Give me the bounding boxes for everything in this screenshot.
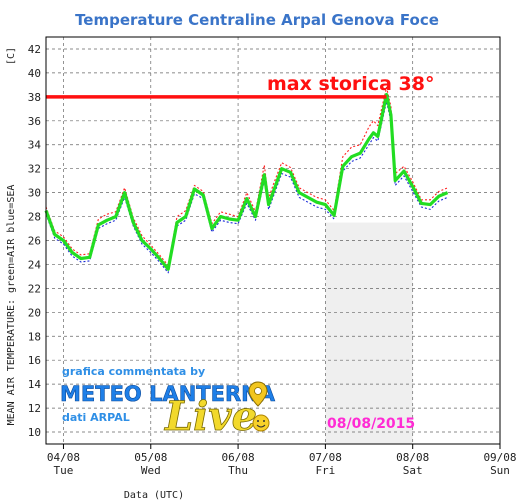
highlight-band bbox=[325, 222, 413, 444]
y-tick-label: 20 bbox=[28, 306, 41, 319]
y-tick-label: 40 bbox=[28, 67, 41, 80]
y-tick-label: 18 bbox=[28, 330, 41, 343]
y-tick-label: 24 bbox=[28, 258, 42, 271]
smiling-sun-icon bbox=[252, 414, 270, 432]
x-tick-day: Sat bbox=[403, 464, 423, 477]
x-tick-date: 04/08 bbox=[47, 451, 80, 464]
x-axis-label: Data (UTC) bbox=[124, 490, 184, 501]
x-tick-day: Sun bbox=[490, 464, 510, 477]
date-stamp: 08/08/2015 bbox=[327, 416, 415, 432]
y-tick-label: 36 bbox=[28, 115, 41, 128]
y-tick-label: 26 bbox=[28, 235, 41, 248]
x-tick-day: Tue bbox=[54, 464, 74, 477]
x-tick-day: Thu bbox=[228, 464, 248, 477]
plot-frame bbox=[45, 36, 501, 445]
max-storica-annotation: max storica 38° bbox=[267, 73, 434, 95]
y-unit-label: [C] bbox=[6, 47, 17, 65]
x-tick-date: 08/08 bbox=[396, 451, 429, 464]
x-tick-date: 09/08 bbox=[483, 451, 516, 464]
y-tick-label: 12 bbox=[28, 402, 41, 415]
series-line-red bbox=[45, 86, 448, 267]
watermark-brand: METEO LANTERNA bbox=[60, 382, 276, 406]
y-tick-label: 34 bbox=[28, 139, 42, 152]
chart-title: Temperature Centraline Arpal Genova Foce bbox=[75, 11, 439, 29]
y-tick-label: 42 bbox=[28, 43, 41, 56]
y-tick-label: 38 bbox=[28, 91, 41, 104]
y-tick-label: 16 bbox=[28, 354, 41, 367]
map-pin-icon bbox=[248, 381, 268, 407]
meteo-lanterna-watermark: grafica commentata by METEO LANTERNA Liv… bbox=[60, 365, 276, 440]
x-tick-date: 05/08 bbox=[134, 451, 167, 464]
y-tick-label: 28 bbox=[28, 211, 41, 224]
watermark-source: dati ARPAL bbox=[62, 411, 130, 424]
y-axis-label: MEAN AIR TEMPERATURE: green=AIR blue=SEA bbox=[6, 185, 17, 426]
series-line-air bbox=[44, 92, 449, 271]
watermark-live: Live bbox=[164, 393, 257, 440]
x-tick-day: Fri bbox=[315, 464, 335, 477]
y-tick-label: 14 bbox=[28, 378, 42, 391]
y-tick-label: 10 bbox=[28, 426, 41, 439]
x-tick-date: 06/08 bbox=[222, 451, 255, 464]
y-tick-label: 22 bbox=[28, 282, 41, 295]
watermark-caption: grafica commentata by bbox=[62, 365, 205, 378]
y-tick-label: 30 bbox=[28, 187, 41, 200]
x-tick-date: 07/08 bbox=[309, 451, 342, 464]
y-tick-label: 32 bbox=[28, 163, 41, 176]
x-tick-day: Wed bbox=[141, 464, 161, 477]
